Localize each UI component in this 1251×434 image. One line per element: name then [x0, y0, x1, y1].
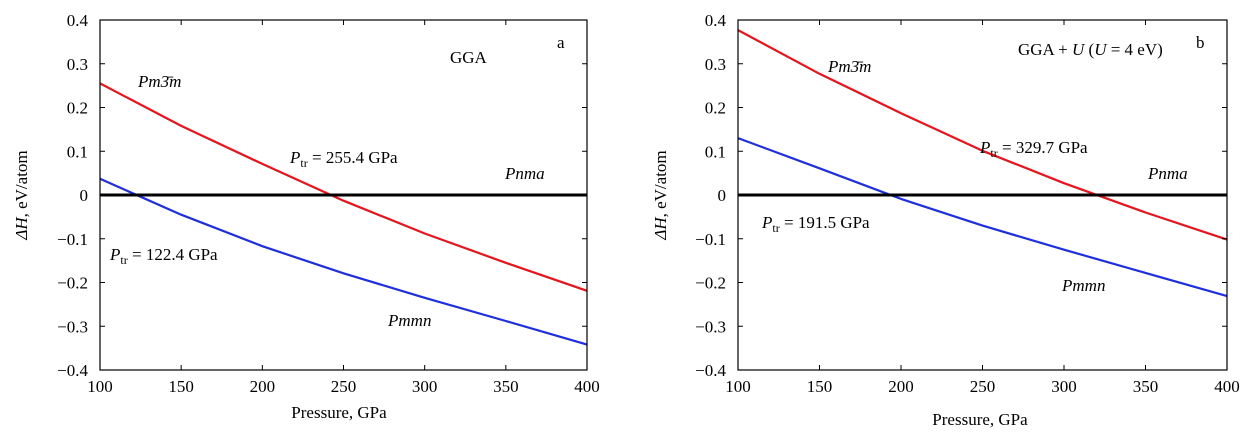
panel-b: 100 150 200 250 300 350 400 0.4 0.3 0.2 0.1 0 −0.1 −0…	[651, 11, 1240, 429]
panel-b-annotation-ptr-upper: Ptr = 329.7 GPa	[979, 138, 1088, 160]
panel-b-x-axis-label: Pressure, GPa	[932, 410, 1028, 429]
panel-b-series-label-pnma: Pnma	[1147, 164, 1188, 183]
panel-a-y-tick-label: −0.4	[57, 361, 88, 380]
panel-b-y-tick-label: −0.4	[695, 361, 726, 380]
panel-a-ptr-upper-sub: tr	[300, 156, 307, 170]
panel-b-y-tick-label: 0.2	[705, 99, 726, 118]
panel-b-y-tick-label: −0.1	[695, 230, 726, 249]
panel-b-y-tick-label: −0.3	[695, 317, 726, 336]
panel-a-x-tick-label: 100	[87, 377, 113, 396]
panel-b-method-u: U	[1072, 40, 1086, 59]
panel-a-y-tick-label: −0.2	[57, 274, 88, 293]
panel-a-annotation-ptr-upper: Ptr = 255.4 GPa	[289, 148, 398, 170]
panel-b-x-tick-label: 200	[888, 377, 914, 396]
panel-a-axis-ticks: 100 150 200 250 300 350 400 0.4 0.3 0.2 0.1 0 −0.1 −0…	[57, 11, 600, 396]
panel-a-x-tick-label: 300	[412, 377, 438, 396]
panel-a-y-tick-label: 0.3	[67, 55, 88, 74]
panel-a-label: a	[557, 33, 565, 52]
panel-a-ptr-upper-value: = 255.4 GPa	[308, 148, 398, 167]
panel-b-plot-marks	[737, 29, 1228, 298]
panel-b-annotation-ptr-lower: Ptr = 191.5 GPa	[761, 213, 870, 235]
panel-b-series-line-pmmn	[737, 137, 1228, 298]
panel-b-method-label: GGA + U (U = 4 eV)	[1018, 40, 1163, 59]
panel-a-y-tick-label: 0.4	[67, 11, 89, 30]
panel-b-ptr-lower-symbol: P	[761, 213, 772, 232]
panel-b-y-axis-symbol: ΔH	[651, 216, 670, 241]
panel-a-ptr-lower-sub: tr	[120, 253, 127, 267]
panel-b-x-tick-label: 350	[1133, 377, 1159, 396]
panel-b-ptr-upper-symbol: P	[979, 138, 990, 157]
panel-b-method-post: = 4 eV)	[1106, 40, 1162, 59]
panel-a-x-axis-label: Pressure, GPa	[291, 403, 387, 422]
panel-b-ptr-upper-value: = 329.7 GPa	[998, 138, 1088, 157]
panel-b-ptr-lower-value: = 191.5 GPa	[780, 213, 870, 232]
panel-b-method-u2: U	[1094, 40, 1108, 59]
panel-a-ptr-lower-value: = 122.4 GPa	[128, 245, 218, 264]
panel-b-y-tick-label: 0.4	[705, 11, 727, 30]
panel-a-x-tick-label: 350	[493, 377, 519, 396]
panel-b-x-tick-label: 300	[1051, 377, 1077, 396]
panel-a-y-axis-symbol: ΔH	[12, 216, 31, 241]
panel-a-series-label-pmmn: Pmmn	[387, 311, 431, 330]
panel-b-y-axis-unit: , eV/atom	[651, 150, 670, 217]
panel-b-series-line-pm3m	[737, 29, 1228, 241]
panel-a-series-label-pnma: Pnma	[504, 164, 545, 183]
panel-b-y-tick-label: 0.3	[705, 55, 726, 74]
panel-b-method-pre: GGA +	[1018, 40, 1072, 59]
panel-b-series-label-pmmn: Pmmn	[1061, 276, 1105, 295]
panel-b-x-tick-label: 400	[1214, 377, 1240, 396]
panel-a-x-tick-label: 200	[250, 377, 276, 396]
panel-b-ptr-lower-sub: tr	[772, 221, 779, 235]
panel-b-y-tick-label: 0.1	[705, 142, 726, 161]
panel-a-y-axis-label: ΔH, eV/atom	[12, 150, 31, 240]
panel-b-ptr-upper-sub: tr	[990, 146, 997, 160]
panel-a-annotation-ptr-lower: Ptr = 122.4 GPa	[109, 245, 218, 267]
panel-a-x-tick-label: 250	[331, 377, 357, 396]
panel-a-ptr-upper-symbol: P	[289, 148, 300, 167]
panel-a-x-tick-label: 400	[574, 377, 600, 396]
panel-b-label: b	[1196, 33, 1205, 52]
panel-b-method-paren: (	[1084, 40, 1094, 59]
panel-a-series-label-pm3m: Pm3̄m	[137, 72, 181, 91]
panel-b-x-tick-label: 250	[970, 377, 996, 396]
panel-b-axis-ticks: 100 150 200 250 300 350 400 0.4 0.3 0.2 0.1 0 −0.1 −0…	[695, 11, 1240, 396]
panel-a-plot-marks	[99, 82, 588, 346]
panel-a: 100 150 200 250 300 350 400 0.4 0.3 0.2 0.1 0 −0.1 −0…	[12, 11, 600, 422]
panel-b-y-axis-label: ΔH, eV/atom	[651, 150, 670, 240]
panel-b-series-label-pm3m: Pm3̄m	[827, 57, 871, 76]
panel-b-y-tick-label: 0	[718, 186, 727, 205]
panel-a-y-axis-unit: , eV/atom	[12, 150, 31, 217]
panel-a-y-tick-label: −0.1	[57, 230, 88, 249]
panel-a-y-tick-label: 0	[80, 186, 89, 205]
panel-a-series-line-pmmn	[99, 177, 588, 346]
panel-b-y-tick-label: −0.2	[695, 274, 726, 293]
panel-a-series-line-pm3m	[99, 82, 588, 292]
panel-b-x-tick-label: 150	[807, 377, 833, 396]
panel-b-x-tick-label: 100	[725, 377, 751, 396]
panel-a-y-tick-label: 0.2	[67, 99, 88, 118]
panel-a-ptr-lower-symbol: P	[109, 245, 120, 264]
panel-a-y-tick-label: 0.1	[67, 142, 88, 161]
panel-a-y-tick-label: −0.3	[57, 317, 88, 336]
panel-a-method-label: GGA	[450, 48, 488, 67]
panel-a-x-tick-label: 150	[168, 377, 194, 396]
